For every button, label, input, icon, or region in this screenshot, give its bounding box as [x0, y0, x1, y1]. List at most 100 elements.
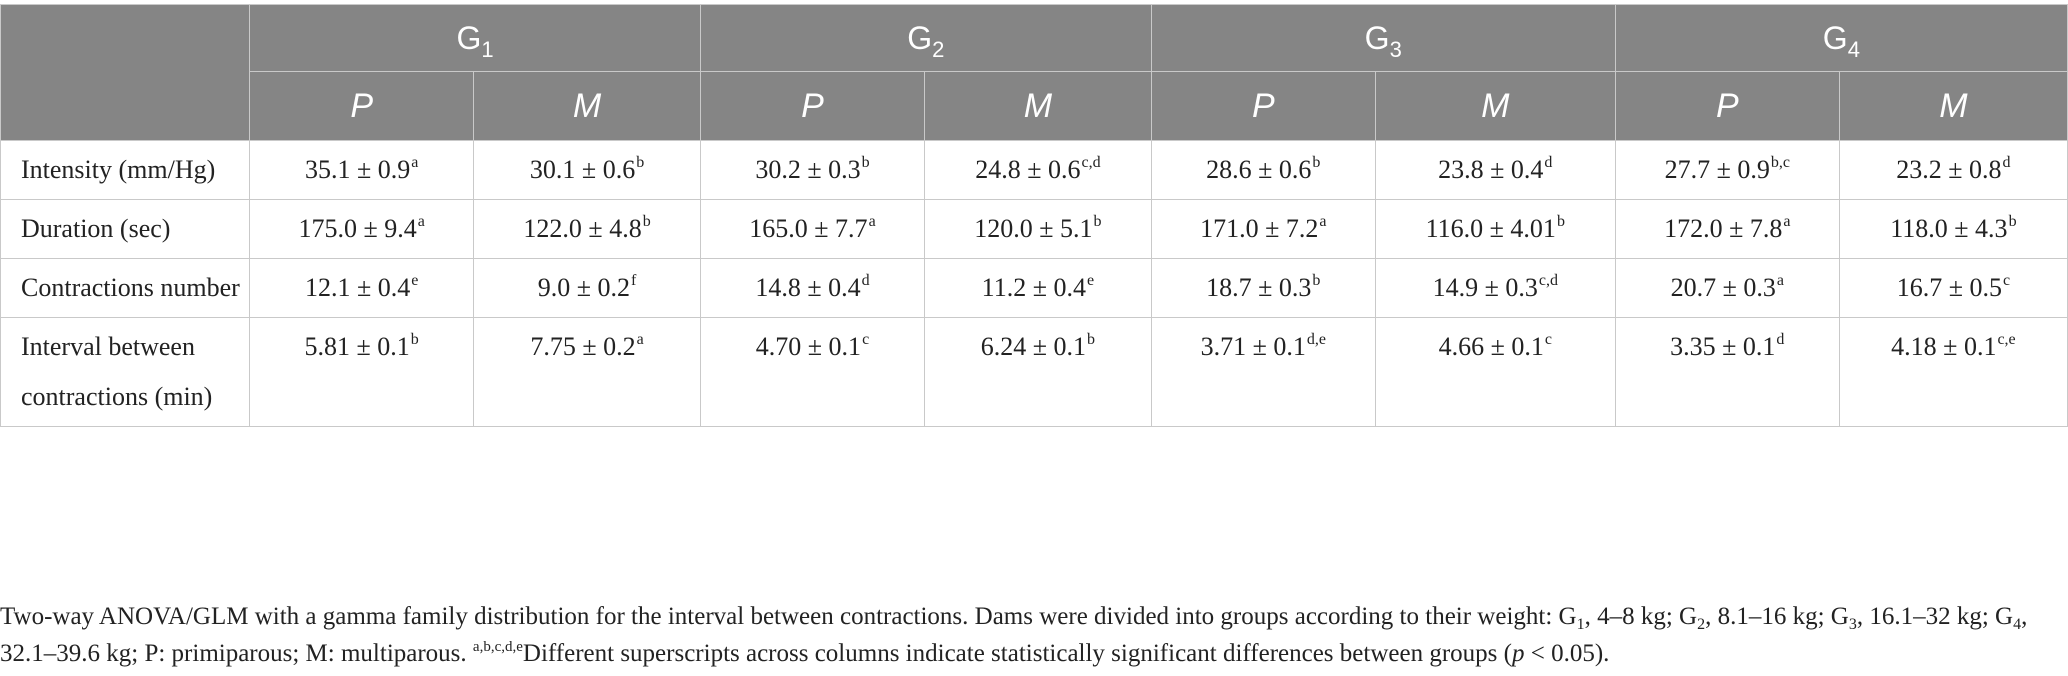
- table-cell: 35.1 ± 0.9a: [249, 140, 475, 200]
- cell-superscript: b: [410, 331, 419, 348]
- table-cell: 4.66 ± 0.1c: [1374, 317, 1616, 427]
- table-cell: 16.7 ± 0.5c: [1838, 258, 2068, 318]
- table-cell: 9.0 ± 0.2f: [473, 258, 701, 318]
- subheader-m: M: [924, 71, 1152, 141]
- subheader-m: M: [473, 71, 701, 141]
- cell-superscript: c,e: [1997, 331, 2016, 348]
- cell-superscript: b: [1312, 154, 1321, 171]
- cell-value: 116.0 ± 4.01: [1425, 214, 1556, 243]
- table-cell: 24.8 ± 0.6c,d: [924, 140, 1152, 200]
- group-header-g2: G2: [699, 4, 1152, 72]
- cell-value: 172.0 ± 7.8: [1664, 214, 1783, 243]
- group-header-g3: G3: [1150, 4, 1616, 72]
- table-cell: 165.0 ± 7.7a: [699, 199, 926, 259]
- table-cell: 5.81 ± 0.1b: [249, 317, 475, 427]
- subheader-p: P: [1614, 71, 1840, 141]
- cell-value: 23.8 ± 0.4: [1438, 155, 1544, 184]
- table-cell: 4.70 ± 0.1c: [699, 317, 926, 427]
- cell-value: 120.0 ± 5.1: [974, 214, 1093, 243]
- subheader-p: P: [249, 71, 475, 141]
- cell-value: 30.2 ± 0.3: [755, 155, 861, 184]
- cell-value: 35.1 ± 0.9: [304, 155, 411, 184]
- table-cell: 120.0 ± 5.1b: [924, 199, 1152, 259]
- subheader-m: M: [1838, 71, 2068, 141]
- cell-superscript: a: [1783, 213, 1791, 230]
- table-row: Interval between contractions (min) 5.81 …: [0, 317, 2068, 427]
- table-cell: 116.0 ± 4.01b: [1374, 199, 1616, 259]
- cell-value: 3.35 ± 0.1: [1670, 332, 1776, 361]
- cell-superscript: c,d: [1081, 154, 1101, 171]
- group-header-g1: G1: [249, 4, 701, 72]
- cell-superscript: b: [1556, 213, 1565, 230]
- table-cell: 118.0 ± 4.3b: [1838, 199, 2068, 259]
- cell-value: 4.18 ± 0.1: [1891, 332, 1997, 361]
- cell-superscript: a: [868, 213, 876, 230]
- table-cell: 30.1 ± 0.6b: [473, 140, 701, 200]
- cell-value: 23.2 ± 0.8: [1896, 155, 2002, 184]
- cell-superscript: a: [411, 154, 419, 171]
- table-cell: 18.7 ± 0.3b: [1150, 258, 1376, 318]
- cell-superscript: e: [411, 272, 419, 289]
- cell-value: 14.8 ± 0.4: [755, 273, 861, 302]
- table-cell: 14.9 ± 0.3c,d: [1374, 258, 1616, 318]
- cell-value: 4.70 ± 0.1: [755, 332, 862, 361]
- cell-value: 3.71 ± 0.1: [1200, 332, 1306, 361]
- table-cell: 171.0 ± 7.2a: [1150, 199, 1376, 259]
- cell-value: 175.0 ± 9.4: [298, 214, 417, 243]
- cell-superscript: c: [862, 331, 870, 348]
- subheader-p: P: [699, 71, 926, 141]
- cell-superscript: b: [1093, 213, 1102, 230]
- results-table: G1 G2 G3 G4 P M P M P M P M Intensity (m…: [0, 4, 2068, 427]
- table-cell: 28.6 ± 0.6b: [1150, 140, 1376, 200]
- table-cell: 172.0 ± 7.8a: [1614, 199, 1840, 259]
- group-header-g4: G4: [1614, 4, 2068, 72]
- table-footnote: Two-way ANOVA/GLM with a gamma family di…: [0, 603, 2028, 667]
- cell-superscript: e: [1086, 272, 1095, 289]
- cell-value: 165.0 ± 7.7: [749, 214, 868, 243]
- cell-superscript: b: [636, 154, 645, 171]
- cell-value: 24.8 ± 0.6: [975, 155, 1081, 184]
- cell-superscript: b: [1312, 272, 1321, 289]
- cell-superscript: c: [1544, 331, 1552, 348]
- table-cell: 3.71 ± 0.1d,e: [1150, 317, 1376, 427]
- cell-superscript: b,c: [1770, 154, 1790, 171]
- cell-superscript: b: [642, 213, 651, 230]
- table-cell: 30.2 ± 0.3b: [699, 140, 926, 200]
- table-body: Intensity (mm/Hg) 35.1 ± 0.9a 30.1 ± 0.6b 3…: [0, 140, 2068, 427]
- cell-superscript: b: [1087, 331, 1096, 348]
- row-label: Interval between contractions (min): [0, 317, 251, 427]
- cell-value: 12.1 ± 0.4: [304, 273, 411, 302]
- group-header-row: G1 G2 G3 G4: [0, 4, 2068, 141]
- cell-superscript: b: [2008, 213, 2017, 230]
- table-cell: 175.0 ± 9.4a: [249, 199, 475, 259]
- table-cell: 23.8 ± 0.4d: [1374, 140, 1616, 200]
- cell-value: 7.75 ± 0.2: [530, 332, 636, 361]
- footnote-superscripts: a,b,c,d,e: [472, 639, 523, 655]
- parity-header-row: P M P M P M P M: [1, 71, 2068, 141]
- cell-superscript: d: [1544, 154, 1553, 171]
- table-row: Duration (sec) 175.0 ± 9.4a 122.0 ± 4.8b 16…: [0, 199, 2068, 259]
- group-subscript: 1: [481, 36, 494, 62]
- row-label: Intensity (mm/Hg): [0, 140, 251, 200]
- cell-value: 9.0 ± 0.2: [537, 273, 631, 302]
- cell-superscript: b: [861, 154, 870, 171]
- table-row: Contractions number 12.1 ± 0.4e 9.0 ± 0.2f…: [0, 258, 2068, 318]
- table-cell: 6.24 ± 0.1b: [924, 317, 1152, 427]
- cell-superscript: a: [636, 331, 644, 348]
- row-label: Contractions number: [0, 258, 251, 318]
- cell-superscript: d: [861, 272, 870, 289]
- corner-cell: [0, 4, 251, 141]
- cell-superscript: a: [1776, 272, 1784, 289]
- cell-value: 11.2 ± 0.4: [981, 273, 1086, 302]
- cell-superscript: d: [2002, 154, 2011, 171]
- cell-value: 27.7 ± 0.9: [1664, 155, 1770, 184]
- cell-superscript: a: [417, 213, 425, 230]
- table-cell: 122.0 ± 4.8b: [473, 199, 701, 259]
- cell-value: 16.7 ± 0.5: [1896, 273, 2002, 302]
- cell-superscript: d: [1776, 331, 1785, 348]
- table-cell: 27.7 ± 0.9b,c: [1614, 140, 1840, 200]
- subheader-p: P: [1150, 71, 1376, 141]
- cell-value: 30.1 ± 0.6: [529, 155, 636, 184]
- group-subscript: 4: [1847, 36, 1860, 62]
- group-subscript: 3: [1389, 36, 1402, 62]
